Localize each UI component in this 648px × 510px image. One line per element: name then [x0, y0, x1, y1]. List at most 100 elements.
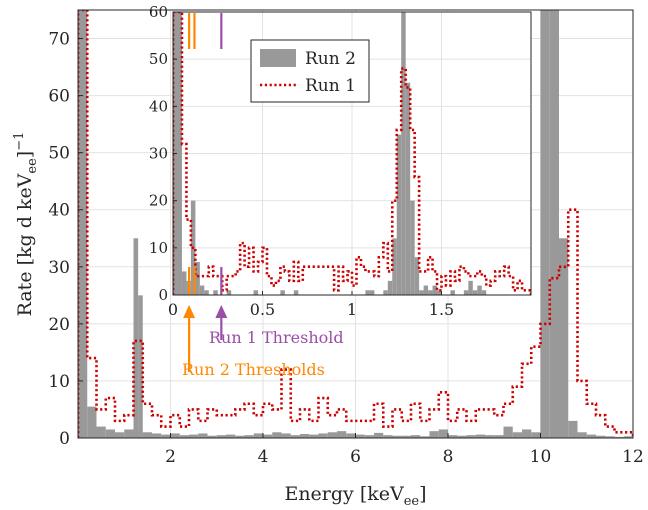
run2-bar — [355, 434, 365, 438]
main-series-group — [78, 10, 633, 438]
inset-run2-bar — [177, 12, 182, 295]
run2-bar — [337, 431, 347, 438]
inset-run1-step-line — [173, 12, 531, 295]
legend-label-1: Run 1 — [305, 76, 356, 96]
inset-run2-bar — [293, 290, 299, 295]
run2-bar — [457, 435, 467, 438]
inset-run2-bar — [414, 257, 420, 295]
inset-run2-bar — [450, 290, 455, 295]
inset-run2-bar — [387, 280, 393, 295]
main-xtick-label: 12 — [622, 447, 644, 467]
main-xtick-label: 4 — [258, 447, 269, 467]
inset-run2-bar — [280, 290, 285, 295]
run2-bar — [568, 420, 578, 438]
run2-bar — [142, 432, 152, 438]
inset-ytick-label: 0 — [158, 286, 168, 304]
run2-bar — [577, 432, 587, 438]
run2-bar — [614, 436, 624, 438]
inset-ytick-label: 30 — [149, 145, 168, 163]
run2-bar — [420, 436, 430, 438]
run2-bar — [540, 10, 550, 438]
main-xtick-label: 10 — [530, 447, 552, 467]
run2-bar — [411, 435, 421, 438]
threshold-label-0: Run 2 Thresholds — [182, 360, 325, 379]
y-axis-label-close: ] — [14, 151, 36, 158]
inset-run2-bar — [195, 261, 200, 295]
main-ytick-label: 10 — [48, 372, 70, 392]
inset-run2-bar — [383, 290, 388, 295]
run2-bar — [596, 435, 606, 438]
run2-bar — [244, 435, 254, 438]
run2-bar — [605, 436, 615, 438]
inset-run2-bar — [199, 285, 205, 295]
main-ytick-label: 70 — [48, 30, 70, 50]
threshold-label-1: Run 1 Threshold — [209, 328, 344, 347]
inset-xtick-label: 0.5 — [250, 300, 275, 319]
inset-run2-bar — [468, 280, 473, 295]
inset-run2-bar — [428, 290, 433, 295]
run2-bar — [152, 433, 162, 438]
inset-run2-bar — [392, 238, 397, 295]
run2-bar — [272, 432, 282, 438]
run2-bar — [383, 435, 393, 438]
inset-run2-bar — [369, 290, 375, 295]
run2-bar — [401, 435, 411, 438]
main-xtick-label: 8 — [443, 447, 454, 467]
run2-bar — [438, 429, 448, 438]
inset-run2-bar — [365, 290, 370, 295]
run2-bar — [124, 429, 134, 438]
run2-bar — [253, 433, 263, 438]
run2-bar — [138, 295, 143, 438]
x-axis-label: Energy [keVee] — [284, 483, 426, 506]
run2-bar — [179, 435, 189, 438]
run2-bar — [105, 429, 115, 438]
run2-bar — [327, 432, 337, 438]
run2-bar — [475, 434, 485, 438]
inset-run2-bar — [405, 82, 411, 295]
threshold-arrow-head-0 — [183, 305, 196, 318]
inset-ytick-label: 20 — [149, 192, 168, 210]
inset-ytick-label: 40 — [149, 97, 168, 115]
run2-bar — [559, 238, 569, 438]
y-axis-label: Rate [kg d keVee]−1 — [12, 132, 40, 317]
run2-bar — [586, 434, 596, 438]
run2-bar — [309, 434, 319, 438]
run2-bar — [115, 432, 125, 438]
run2-bar — [281, 433, 291, 438]
run2-bar — [189, 434, 199, 438]
run2-bar — [133, 238, 139, 438]
main-ytick-label: 60 — [48, 87, 70, 107]
inset-run2-bar — [432, 285, 438, 295]
run2-bar — [429, 431, 439, 438]
inset-xtick-label: 0 — [168, 300, 178, 319]
inset-run2-bar — [410, 200, 415, 295]
inset-xtick-label: 1.5 — [429, 300, 454, 319]
y-axis-label-main: Rate [kg d keV — [14, 173, 36, 316]
main-ytick-label: 40 — [48, 201, 70, 221]
legend-label-0: Run 2 — [305, 49, 356, 69]
run2-bar — [170, 433, 180, 438]
run2-bar — [392, 435, 402, 438]
run2-bar — [522, 429, 532, 438]
y-axis-label-sub: ee — [25, 158, 40, 174]
run2-bar — [466, 435, 476, 438]
main-xtick-label: 6 — [350, 447, 361, 467]
run1-step-line — [78, 10, 633, 438]
y-axis-label-sup: −1 — [12, 132, 27, 151]
main-ytick-label: 20 — [48, 315, 70, 335]
inset-run2-bar — [253, 290, 259, 295]
run2-bar — [78, 10, 88, 438]
inset-run2-bar — [423, 285, 429, 295]
main-ytick-label: 50 — [48, 144, 70, 164]
main-xtick-label: 2 — [165, 447, 176, 467]
inset-run2-bar — [477, 285, 482, 295]
inset-run2-bar — [437, 290, 442, 295]
run2-bar — [207, 435, 217, 438]
legend-swatch-0 — [260, 49, 296, 67]
run2-bar — [374, 432, 384, 438]
run2-bar — [300, 434, 310, 438]
inset-series-group — [173, 12, 531, 295]
inset-ytick-label: 60 — [149, 3, 168, 21]
